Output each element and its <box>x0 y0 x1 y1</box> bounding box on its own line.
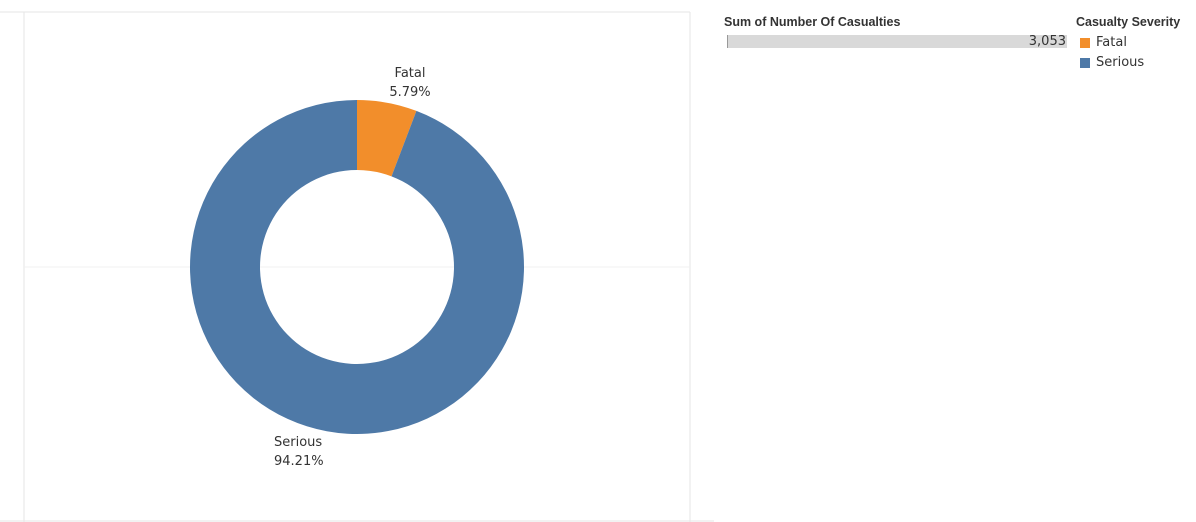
legend-label-serious: Serious <box>1096 55 1145 70</box>
size-legend-bar <box>727 35 1067 48</box>
legend-label-fatal: Fatal <box>1096 35 1127 50</box>
slice-fatal[interactable] <box>357 100 417 177</box>
legend-item-serious[interactable]: Serious <box>1080 55 1144 70</box>
size-legend-value: 3,053 <box>1028 34 1066 49</box>
legend-swatch-serious <box>1080 57 1090 68</box>
legend-item-fatal[interactable]: Fatal <box>1080 35 1127 50</box>
slice-label-fatal-value: 5.79% <box>389 85 431 100</box>
slice-label-serious: Serious 94.21% <box>274 433 324 471</box>
slice-label-fatal-name: Fatal <box>394 66 426 81</box>
legend-title: Casualty Severity <box>1076 15 1181 29</box>
size-legend-title: Sum of Number Of Casualties <box>724 15 901 29</box>
slice-label-fatal: Fatal 5.79% <box>388 64 432 102</box>
slice-label-serious-value: 94.21% <box>274 454 324 469</box>
slice-label-serious-name: Serious <box>274 435 323 450</box>
legend-swatch-fatal <box>1080 37 1090 48</box>
donut-chart <box>0 11 714 522</box>
size-legend-tick <box>727 35 728 48</box>
slice-serious[interactable] <box>190 100 525 435</box>
slices-group <box>190 100 525 435</box>
chart-area: Fatal 5.79% Serious 94.21% <box>0 11 714 522</box>
